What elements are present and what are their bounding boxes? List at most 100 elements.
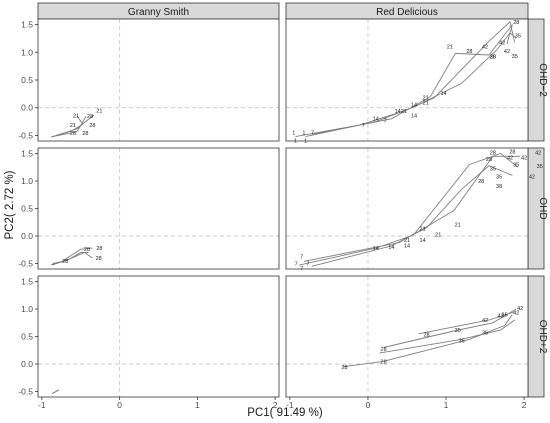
point-label: 28 — [381, 359, 387, 365]
y-tick-label: -0.5 — [18, 387, 33, 397]
point-label: 28 — [96, 246, 102, 252]
point-label: 28 — [490, 150, 496, 156]
point-label: 35 — [455, 328, 461, 334]
y-tick-label: 1.0 — [21, 304, 33, 314]
y-tick-label: 1.5 — [21, 149, 33, 159]
point-label: 28 — [96, 256, 102, 262]
point-label: 14 — [373, 116, 379, 122]
y-tick-label: 0.5 — [21, 204, 33, 214]
panel-red-delicious-ohd-minus-2: 1 11 1777141414142121211421282828424242353… — [285, 18, 529, 144]
panel-background — [38, 148, 279, 269]
point-label: 7 — [300, 254, 303, 260]
panel-background — [286, 148, 528, 269]
strip-label-ohd: OHD — [537, 197, 548, 219]
point-label: 28 — [82, 131, 88, 137]
point-label: 28 — [84, 247, 90, 253]
point-label: 42 — [482, 318, 488, 324]
axes-layer: -0.5 0.0 0.5 1.0 1.5 -0.5 0.0 0.5 1.0 1.5 -0.5 0.0 0… — [18, 20, 526, 410]
point-label: 42 — [535, 150, 541, 156]
panels-layer: Granny Smith Red Delicious OHD−2 OHD OHD+2 28… — [37, 2, 548, 398]
point-label: 35 — [512, 54, 518, 60]
point-label: 28 — [381, 347, 387, 353]
point-label: 1 — [294, 138, 297, 144]
point-label: 14 — [441, 91, 447, 97]
y-tick-label: 1.0 — [21, 176, 33, 186]
x-tick-label: -1 — [286, 400, 294, 410]
point-label: 14 — [411, 102, 417, 108]
point-label: 28 — [70, 131, 76, 137]
point-label: 35 — [459, 338, 465, 344]
strip-label-ohd-minus-2: OHD−2 — [537, 63, 548, 97]
point-label: 28 — [486, 157, 492, 163]
series-line-2 — [311, 165, 513, 267]
x-tick-label: 1 — [444, 400, 449, 410]
point-label: 1 — [292, 131, 295, 137]
point-label: 7 — [295, 262, 298, 268]
series-line-2 — [53, 390, 58, 394]
point-label: 42 — [504, 49, 510, 55]
series-line-2 — [51, 115, 87, 138]
panel-background — [38, 19, 279, 141]
point-label: 42 — [529, 175, 535, 181]
y-tick-label: -0.5 — [18, 259, 33, 269]
point-label: 42 — [507, 155, 513, 161]
point-label: 28 — [509, 149, 515, 155]
series-line-4 — [418, 311, 515, 335]
y-axis-title: PC2( 2.72 %) — [4, 170, 16, 239]
point-label: 28 — [62, 259, 68, 265]
series-line-3 — [52, 115, 83, 138]
point-label: 7 — [311, 131, 314, 137]
panel-border — [285, 275, 529, 398]
panel-background — [38, 276, 279, 397]
point-label: 28 — [490, 55, 496, 61]
panel-background — [286, 276, 528, 397]
series-line-3 — [313, 24, 513, 135]
point-label: 14 — [388, 245, 394, 251]
strip-label-ohd-plus-2: OHD+2 — [537, 320, 548, 354]
point-label: 21 — [401, 109, 407, 115]
strip-label-granny-smith: Granny Smith — [128, 7, 189, 18]
series-line-3 — [303, 152, 519, 262]
point-label: 28 — [513, 20, 519, 26]
point-label: 42 — [513, 310, 519, 316]
series-line-3 — [51, 252, 89, 266]
point-label: 21 — [420, 226, 426, 232]
point-label: 7 — [384, 118, 387, 124]
point-label: 35 — [490, 55, 496, 61]
point-label: 35 — [496, 175, 502, 181]
point-label: 14 — [373, 246, 379, 252]
point-label: 7 — [306, 262, 309, 268]
panel-granny-smith-ohd: 28 28 28 28 — [37, 147, 280, 270]
point-label: 42 — [498, 314, 504, 320]
x-tick-label: 0 — [117, 400, 122, 410]
point-label: 28 — [341, 365, 347, 371]
point-label: 35 — [513, 163, 519, 169]
x-tick-label: -1 — [38, 400, 46, 410]
point-label: 28 — [478, 179, 484, 185]
point-label: 42 — [521, 155, 527, 161]
point-label: 42 — [482, 45, 488, 51]
point-label: 14 — [395, 109, 401, 115]
x-tick-label: 2 — [522, 400, 527, 410]
strip-label-red-delicious: Red Delicious — [376, 7, 438, 18]
point-label: 21 — [96, 109, 102, 115]
y-tick-label: 0.0 — [21, 231, 33, 241]
point-label: 1 — [302, 131, 305, 137]
panel-background — [286, 19, 528, 141]
point-label: 21 — [423, 96, 429, 102]
y-tick-label: 1.5 — [21, 20, 33, 30]
x-tick-label: 0 — [366, 400, 371, 410]
panel-border — [285, 147, 529, 270]
point-label: 7 — [362, 123, 365, 129]
point-label: 28 — [87, 114, 93, 120]
series-line-1 — [299, 155, 521, 266]
point-label: 21 — [70, 123, 76, 129]
series-line-3 — [383, 308, 517, 348]
x-tick-label: 2 — [273, 400, 278, 410]
y-tick-label: 0.5 — [21, 75, 33, 85]
panel-granny-smith-ohd-plus-2 — [37, 275, 280, 398]
